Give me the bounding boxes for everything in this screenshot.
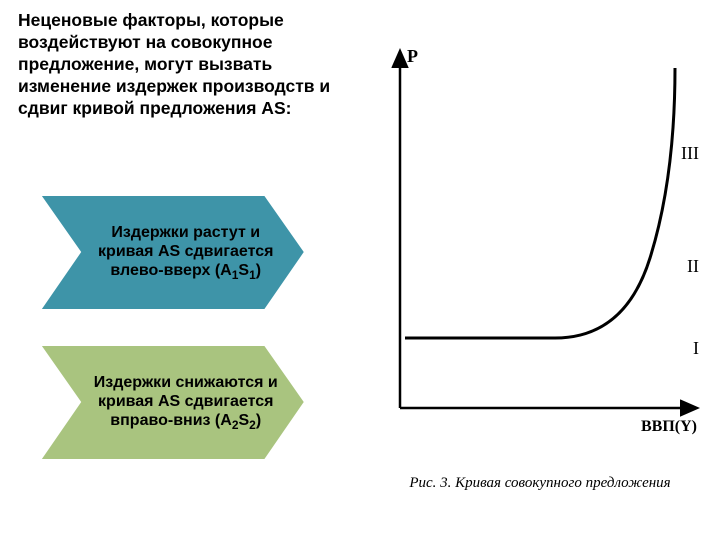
segment-label-2: II: [687, 256, 699, 277]
callout-costs-fall: Издержки снижаются и кривая AS сдвигаетс…: [40, 345, 305, 460]
x-axis-label: ВВП(Y): [641, 418, 697, 436]
as-curve-chart: P ВВП(Y) I II III Рис. 3. Кривая совокуп…: [375, 38, 705, 498]
as-curve: [405, 68, 675, 338]
callout-text-2: Издержки снижаются и кривая AS сдвигаетс…: [93, 373, 278, 433]
segment-label-3: III: [681, 143, 699, 164]
callout-costs-rise: Издержки растут и кривая AS сдвигается в…: [40, 195, 305, 310]
callout-text-1: Издержки растут и кривая AS сдвигается в…: [93, 223, 278, 283]
chart-svg: [375, 38, 705, 438]
segment-label-1: I: [693, 338, 699, 359]
chart-caption: Рис. 3. Кривая совокупного предложения: [375, 475, 705, 492]
header-text: Неценовые факторы, которые воздействуют …: [18, 10, 358, 119]
y-axis-label: P: [407, 46, 418, 67]
